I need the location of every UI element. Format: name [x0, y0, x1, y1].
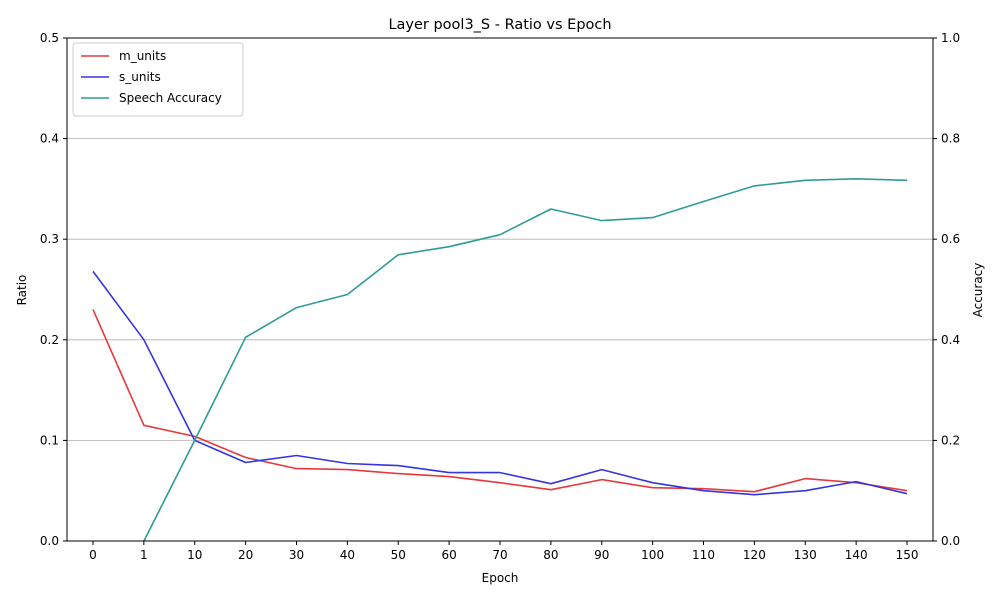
x-tick-label: 50	[391, 548, 406, 562]
legend-label-m-units: m_units	[119, 49, 166, 63]
x-tick-label: 120	[743, 548, 766, 562]
y2-tick-label: 0.6	[941, 232, 960, 246]
x-tick-label: 1	[140, 548, 148, 562]
x-tick-label: 40	[340, 548, 355, 562]
y2-tick-label: 1.0	[941, 31, 960, 45]
series-line-m-units	[92, 309, 908, 493]
series-lines	[92, 178, 908, 542]
legend-label-s-units: s_units	[119, 70, 161, 84]
x-tick-label: 30	[289, 548, 304, 562]
chart-title: Layer pool3_S - Ratio vs Epoch	[388, 17, 611, 33]
x-tick-label: 70	[492, 548, 507, 562]
x-tick-label: 0	[89, 548, 97, 562]
series-line-speech-accuracy	[143, 178, 908, 542]
legend-box	[72, 42, 244, 117]
y-tick-label: 0.0	[40, 534, 59, 548]
y2-axis-label: Accuracy	[971, 263, 985, 318]
y-tick-label: 0.5	[40, 31, 59, 45]
y2-tick-label: 0.0	[941, 534, 960, 548]
y-tick-label: 0.1	[40, 433, 59, 447]
legend: m_units s_units Speech Accuracy	[72, 42, 244, 117]
x-tick-label: 110	[692, 548, 715, 562]
y-tick-label: 0.2	[40, 333, 59, 347]
x-tick-label: 150	[896, 548, 919, 562]
y-tick-label: 0.4	[40, 132, 59, 146]
x-tick-label: 130	[794, 548, 817, 562]
y-axis-left: 0.0 0.1 0.2 0.3 0.4 0.5	[40, 31, 67, 548]
x-tick-label: 140	[845, 548, 868, 562]
series-line-s-units	[92, 270, 908, 496]
x-tick-label: 100	[641, 548, 664, 562]
x-tick-label: 90	[594, 548, 609, 562]
y-tick-label: 0.3	[40, 232, 59, 246]
x-tick-label: 20	[238, 548, 253, 562]
y2-tick-label: 0.2	[941, 433, 960, 447]
x-axis: 0 1 10 20 30 40 50 60 70 80 90 100 110 120 130 140 150	[89, 541, 918, 562]
x-tick-label: 10	[187, 548, 202, 562]
legend-label-speech-accuracy: Speech Accuracy	[119, 91, 222, 105]
y2-tick-label: 0.4	[941, 333, 960, 347]
y2-tick-label: 0.8	[941, 132, 960, 146]
y-axis-right: 0.0 0.2 0.4 0.6 0.8 1.0	[933, 31, 960, 548]
x-tick-label: 80	[543, 548, 558, 562]
x-tick-label: 60	[441, 548, 456, 562]
x-axis-label: Epoch	[482, 571, 519, 585]
y-axis-label: Ratio	[15, 275, 29, 306]
